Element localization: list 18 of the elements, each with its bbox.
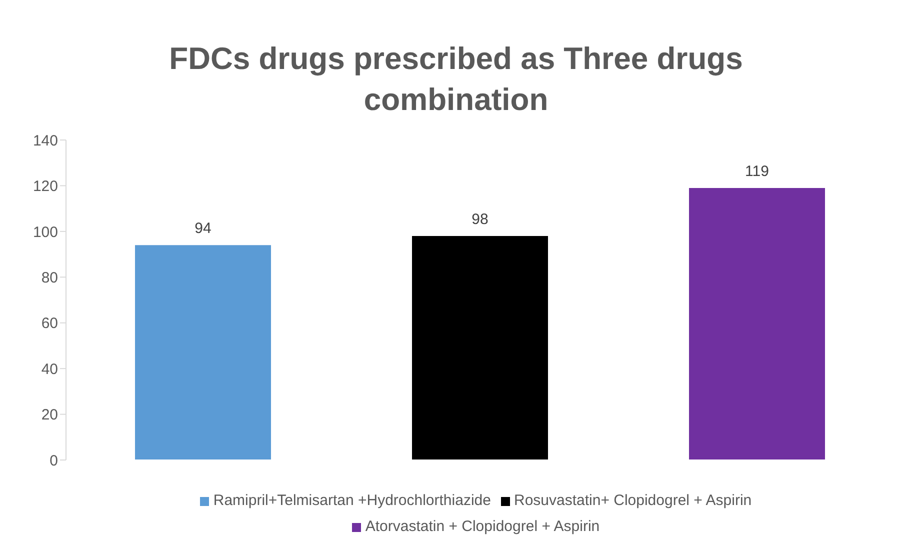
legend-label: Ramipril+Telmisartan +Hydrochlorthiazide: [213, 492, 491, 509]
y-tick-label: 40: [41, 360, 58, 378]
y-tick-label: 80: [41, 269, 58, 286]
data-label: 119: [745, 163, 769, 180]
y-tick-label: 20: [41, 406, 58, 424]
y-tick-label: 100: [32, 224, 58, 241]
y-tick-label: 140: [32, 132, 58, 150]
data-label: 98: [472, 211, 488, 228]
y-tick-label: 120: [32, 178, 58, 196]
bar: [135, 245, 271, 460]
bar: [412, 236, 548, 460]
chart-title: FDCs drugs prescribed as Three drugs combination: [168, 40, 744, 119]
legend-label: Rosuvastatin+ Clopidogrel + Aspirin: [514, 492, 752, 509]
data-label: 94: [194, 220, 212, 238]
legend-label: Atorvastatin + Clopidogrel + Aspirin: [365, 518, 600, 535]
bar: [689, 188, 825, 460]
y-tick-label: 0: [50, 452, 58, 470]
y-tick-label: 60: [41, 315, 58, 332]
